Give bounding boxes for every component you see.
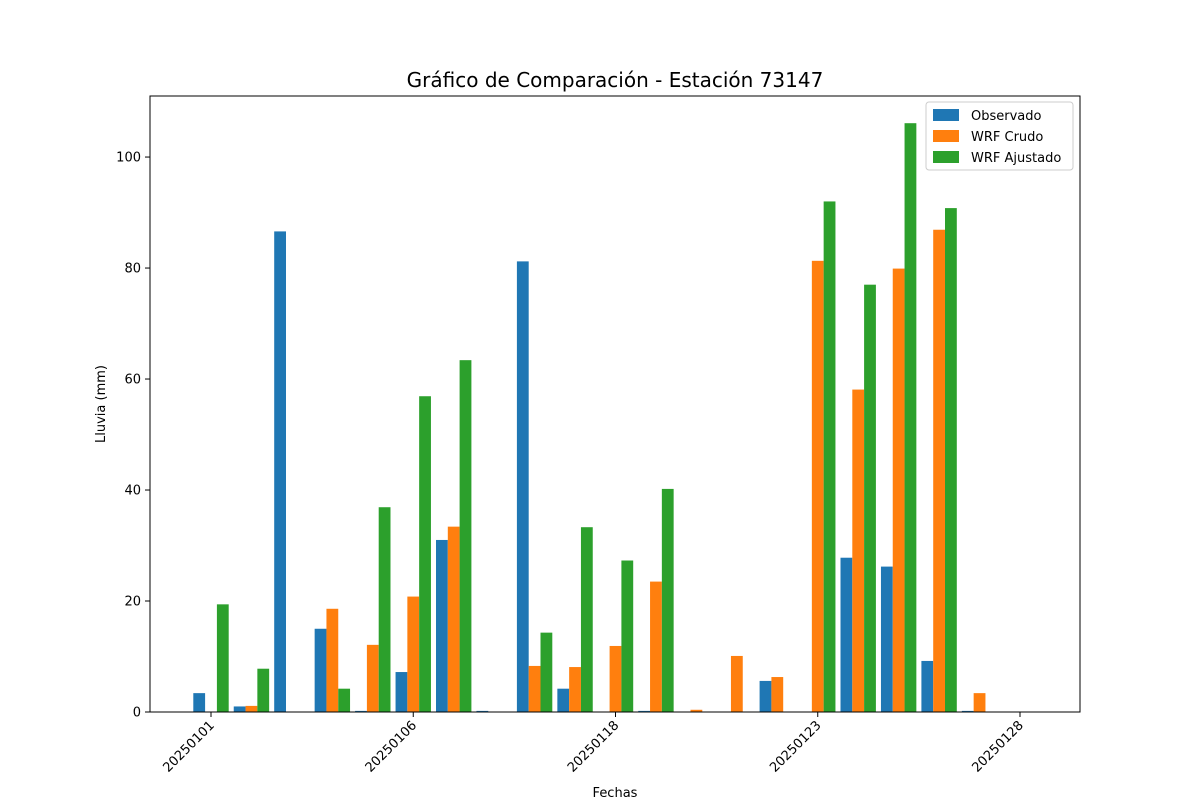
chart-title: Gráfico de Comparación - Estación 73147 [407,68,824,92]
bar-wrf-ajustado-3 [338,688,351,712]
legend-label-2: WRF Ajustado [971,151,1061,166]
bar-wrf-ajustado-18 [945,208,957,712]
bars-group [193,123,986,713]
legend-swatch-2 [933,151,959,163]
bar-observado-11 [638,710,651,712]
bar-wrf-crudo-14 [771,677,784,712]
bar-observado-2 [274,231,286,712]
bar-wrf-crudo-1 [245,705,258,712]
x-axis-label: Fechas [593,786,638,800]
bar-wrf-crudo-16 [852,389,865,712]
bar-wrf-ajustado-0 [216,604,229,712]
bar-observado-3 [314,628,327,712]
bar-observado-14 [759,680,772,712]
bar-wrf-crudo-11 [650,581,662,712]
legend-box [925,101,1074,171]
bar-observado-18 [921,660,934,712]
bar-wrf-crudo-13 [730,655,743,712]
bar-wrf-crudo-5 [407,596,420,712]
y-axis: 0 20 40 60 80 100 [116,151,150,721]
bar-wrf-ajustado-17 [904,123,917,712]
bar-wrf-crudo-18 [933,229,945,713]
y-tick-label: 100 [116,151,141,166]
bar-wrf-crudo-8 [528,665,541,712]
bar-wrf-ajustado-6 [459,360,472,712]
bar-wrf-ajustado-5 [419,396,431,712]
bar-wrf-crudo-12 [690,709,703,712]
bar-observado-4 [355,710,367,712]
y-axis-label: Lluvia (mm) [94,365,109,443]
bar-observado-5 [395,672,408,712]
bar-wrf-ajustado-9 [580,527,593,712]
bar-wrf-ajustado-4 [378,507,391,712]
bar-observado-1 [233,706,246,712]
legend-swatch-1 [933,130,959,142]
bar-wrf-crudo-9 [569,667,581,712]
bar-wrf-crudo-17 [892,268,905,712]
legend-label-0: Observado [971,109,1042,124]
bar-wrf-crudo-4 [366,644,379,712]
legend-swatch-0 [933,109,959,121]
bar-wrf-ajustado-8 [540,632,553,712]
bar-wrf-ajustado-15 [823,201,836,712]
bar-observado-16 [840,557,853,712]
y-tick-label: 40 [124,484,141,499]
bar-wrf-crudo-15 [811,260,824,712]
bar-observado-0 [193,693,206,712]
legend: Observado WRF Crudo WRF Ajustado [925,101,1074,171]
bar-observado-9 [557,688,570,712]
bar-wrf-ajustado-10 [621,560,634,712]
bar-wrf-crudo-6 [447,526,460,712]
bar-observado-6 [436,539,448,712]
y-tick-label: 80 [124,262,141,277]
bar-wrf-ajustado-1 [257,668,270,712]
y-tick-label: 0 [133,706,141,721]
legend-label-1: WRF Crudo [971,130,1043,145]
bar-wrf-ajustado-11 [661,488,674,712]
bar-observado-7 [476,710,489,712]
bar-wrf-crudo-19 [973,693,986,712]
bar-wrf-crudo-10 [609,645,622,712]
y-tick-label: 60 [124,373,141,388]
bar-wrf-crudo-3 [326,608,339,712]
bar-wrf-ajustado-16 [864,284,876,712]
bar-observado-19 [961,710,974,712]
bar-observado-17 [880,566,893,712]
bar-observado-8 [516,261,529,712]
y-tick-label: 20 [124,595,141,610]
